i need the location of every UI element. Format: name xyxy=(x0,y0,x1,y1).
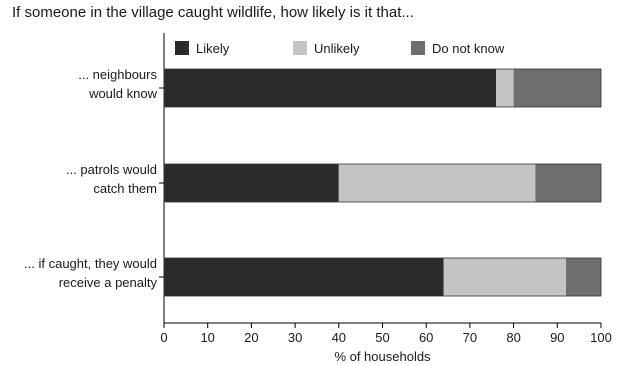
category-label-1-line-2: would know xyxy=(88,86,158,101)
x-tick-label-90: 90 xyxy=(550,330,564,345)
bar-do-not-know-2 xyxy=(535,164,601,202)
bar-unlikely-1 xyxy=(496,69,514,107)
x-tick-label-70: 70 xyxy=(463,330,477,345)
x-tick-label-60: 60 xyxy=(419,330,433,345)
x-tick-label-0: 0 xyxy=(160,330,167,345)
legend-swatch-unlikely xyxy=(293,41,307,55)
x-tick-label-80: 80 xyxy=(506,330,520,345)
legend-swatch-likely xyxy=(175,41,189,55)
legend-label-do-not-know: Do not know xyxy=(432,41,505,56)
chart-title: If someone in the village caught wildlif… xyxy=(12,4,414,21)
bar-do-not-know-1 xyxy=(513,69,601,107)
legend-label-unlikely: Unlikely xyxy=(314,41,360,56)
x-tick-label-100: 100 xyxy=(590,330,612,345)
x-axis-label: % of households xyxy=(334,349,431,364)
x-tick-label-50: 50 xyxy=(375,330,389,345)
category-label-3-line-2: receive a penalty xyxy=(59,275,158,290)
category-label-2-line-1: ... patrols would xyxy=(66,162,157,177)
category-label-2-line-2: catch them xyxy=(93,181,157,196)
bar-likely-3 xyxy=(164,258,444,296)
x-tick-label-40: 40 xyxy=(332,330,346,345)
x-tick-label-30: 30 xyxy=(288,330,302,345)
bar-unlikely-3 xyxy=(443,258,567,296)
x-tick-label-20: 20 xyxy=(244,330,258,345)
legend-label-likely: Likely xyxy=(196,41,230,56)
bar-unlikely-2 xyxy=(338,164,536,202)
bar-likely-1 xyxy=(164,69,497,107)
category-label-3-line-1: ... if caught, they would xyxy=(24,256,157,271)
bar-likely-2 xyxy=(164,164,339,202)
x-tick-label-10: 10 xyxy=(200,330,214,345)
bar-do-not-know-3 xyxy=(566,258,601,296)
category-label-1-line-1: ... neighbours xyxy=(78,67,157,82)
legend-swatch-do-not-know xyxy=(411,41,425,55)
